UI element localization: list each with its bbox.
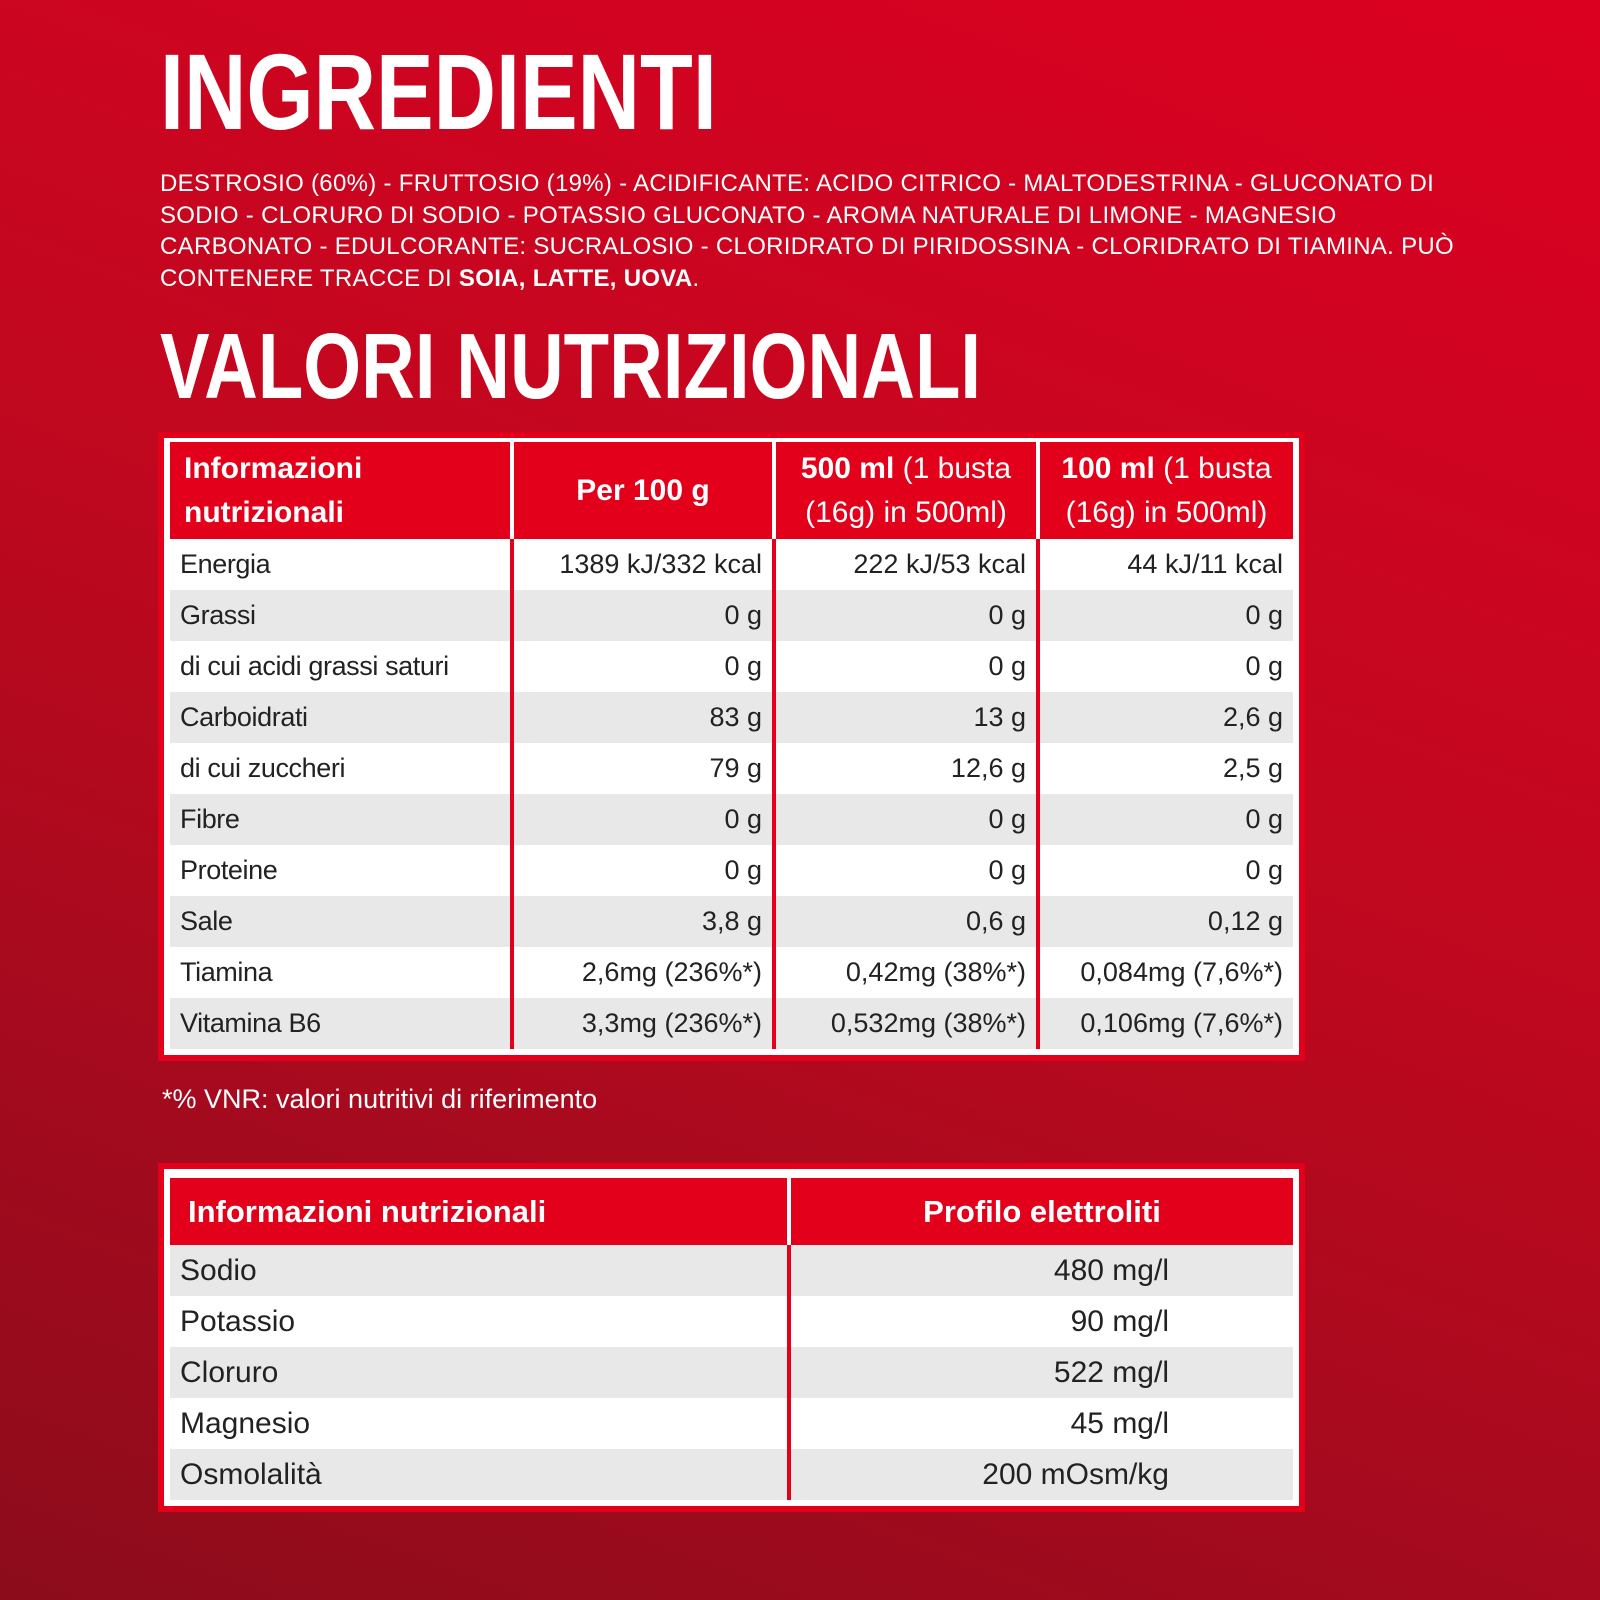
header-row: Informazioni nutrizionali Profilo elettro… bbox=[170, 1178, 1293, 1245]
value-cell: 0,6 g bbox=[772, 896, 1036, 947]
header-row: Informazioni nutrizionali Per 100 g 500 ml… bbox=[170, 442, 1293, 539]
value-cell: 90 mg/l bbox=[787, 1296, 1293, 1347]
row: Cloruro 522 mg/l bbox=[170, 1347, 1293, 1398]
ingredients-list: DESTROSIO (60%) - FRUTTOSIO (19%) - ACID… bbox=[160, 170, 1455, 292]
label-cell: Tiamina bbox=[180, 957, 273, 987]
header-cell: Informazioni nutrizionali bbox=[170, 442, 510, 539]
header-text: (1 busta (16g) in 500ml) bbox=[1065, 451, 1272, 529]
value-cell: 0 g bbox=[1036, 641, 1293, 692]
row: di cui zuccheri 79 g 12,6 g 2,5 g bbox=[170, 743, 1293, 794]
value-cell: 0 g bbox=[510, 845, 772, 896]
ingredients-title: INGREDIENTI bbox=[160, 31, 717, 152]
value-cell: 1389 kJ/332 kcal bbox=[510, 539, 772, 590]
row: Sale 3,8 g 0,6 g 0,12 g bbox=[170, 896, 1293, 947]
footnote: *% VNR: valori nutritivi di riferimento bbox=[162, 1084, 598, 1114]
label-cell: Osmolalità bbox=[170, 1449, 787, 1500]
label-cell: Sale bbox=[170, 896, 510, 947]
value-cell: 13 g bbox=[772, 692, 1036, 743]
row: Energia 1389 kJ/332 kcal 222 kJ/53 kcal 44 … bbox=[170, 539, 1293, 590]
label-cell: Proteine bbox=[180, 855, 278, 885]
electrolytes-table-box: Informazioni nutrizionali Profilo elettro… bbox=[158, 1163, 1305, 1512]
value-cell: 2,6mg (236%*) bbox=[510, 947, 772, 998]
row: Tiamina 2,6mg (236%*) 0,42mg (38%*) 0,084mg… bbox=[170, 947, 1293, 998]
ingredients-text: DESTROSIO (60%) - FRUTTOSIO (19%) - ACID… bbox=[160, 168, 1480, 294]
value-cell: 222 kJ/53 kcal bbox=[772, 539, 1036, 590]
value-cell: 2,5 g bbox=[1036, 743, 1293, 794]
label-cell: Vitamina B6 bbox=[170, 998, 510, 1049]
label-cell: Potassio bbox=[180, 1304, 296, 1338]
value-cell: 0,42mg (38%*) bbox=[772, 947, 1036, 998]
header-bold: Per 100 g bbox=[576, 473, 710, 507]
value-cell: 0,084mg (7,6%*) bbox=[1036, 947, 1293, 998]
label-cell: Grassi bbox=[170, 590, 510, 641]
header-cell: Profilo elettroliti bbox=[787, 1178, 1293, 1245]
row: Vitamina B6 3,3mg (236%*) 0,532mg (38%*) 0,… bbox=[170, 998, 1293, 1049]
label-cell: Magnesio bbox=[180, 1406, 311, 1440]
label-cell: Sodio bbox=[170, 1245, 787, 1296]
value-cell: 200 mOsm/kg bbox=[787, 1449, 1293, 1500]
label-cell: Energia bbox=[180, 549, 271, 579]
nutrition-table: Informazioni nutrizionali Per 100 g 500 ml… bbox=[170, 442, 1293, 1049]
row: Osmolalità 200 mOsm/kg bbox=[170, 1449, 1293, 1500]
value-cell: 2,6 g bbox=[1036, 692, 1293, 743]
value-cell: 44 kJ/11 kcal bbox=[1036, 539, 1293, 590]
label-cell: di cui zuccheri bbox=[180, 753, 346, 783]
value-cell: 0,532mg (38%*) bbox=[772, 998, 1036, 1049]
label-cell: di cui acidi grassi saturi bbox=[180, 651, 449, 681]
row: Magnesio 45 mg/l bbox=[170, 1398, 1293, 1449]
value-cell: 0 g bbox=[772, 845, 1036, 896]
value-cell: 0,12 g bbox=[1036, 896, 1293, 947]
value-cell: 0 g bbox=[772, 641, 1036, 692]
value-cell: 522 mg/l bbox=[787, 1347, 1293, 1398]
value-cell: 83 g bbox=[510, 692, 772, 743]
value-cell: 0 g bbox=[1036, 590, 1293, 641]
label-cell: Carboidrati bbox=[170, 692, 510, 743]
value-cell: 0 g bbox=[772, 590, 1036, 641]
value-cell: 480 mg/l bbox=[787, 1245, 1293, 1296]
value-cell: 0,106mg (7,6%*) bbox=[1036, 998, 1293, 1049]
label-cell: Fibre bbox=[170, 794, 510, 845]
value-cell: 12,6 g bbox=[772, 743, 1036, 794]
row: Carboidrati 83 g 13 g 2,6 g bbox=[170, 692, 1293, 743]
value-cell: 3,3mg (236%*) bbox=[510, 998, 772, 1049]
header-bold: 500 ml bbox=[800, 451, 895, 485]
value-cell: 0 g bbox=[772, 794, 1036, 845]
header-bold: Informazioni nutrizionali bbox=[184, 451, 363, 529]
header-cell: Informazioni nutrizionali bbox=[170, 1178, 787, 1245]
value-cell: 3,8 g bbox=[510, 896, 772, 947]
nutrition-table-box: Informazioni nutrizionali Per 100 g 500 ml… bbox=[158, 432, 1305, 1061]
ingredients-end: . bbox=[692, 264, 700, 292]
header-cell: Per 100 g bbox=[510, 442, 772, 539]
allergens: SOIA, LATTE, UOVA bbox=[458, 264, 693, 292]
electrolytes-table: Informazioni nutrizionali Profilo elettro… bbox=[170, 1178, 1293, 1500]
header-cell: 500 ml (1 busta (16g) in 500ml) bbox=[772, 442, 1036, 539]
label-cell: Cloruro bbox=[170, 1347, 787, 1398]
nutrition-title: VALORI NUTRIZIONALI bbox=[160, 314, 982, 418]
value-cell: 45 mg/l bbox=[787, 1398, 1293, 1449]
header-bold: 100 ml bbox=[1061, 451, 1155, 485]
header-text: (1 busta (16g) in 500ml) bbox=[805, 451, 1012, 529]
row: Potassio 90 mg/l bbox=[170, 1296, 1293, 1347]
value-cell: 79 g bbox=[510, 743, 772, 794]
value-cell: 0 g bbox=[1036, 794, 1293, 845]
value-cell: 0 g bbox=[510, 794, 772, 845]
value-cell: 0 g bbox=[510, 641, 772, 692]
value-cell: 0 g bbox=[1036, 845, 1293, 896]
row: Sodio 480 mg/l bbox=[170, 1245, 1293, 1296]
header-cell: 100 ml (1 busta (16g) in 500ml) bbox=[1036, 442, 1293, 539]
value-cell: 0 g bbox=[510, 590, 772, 641]
